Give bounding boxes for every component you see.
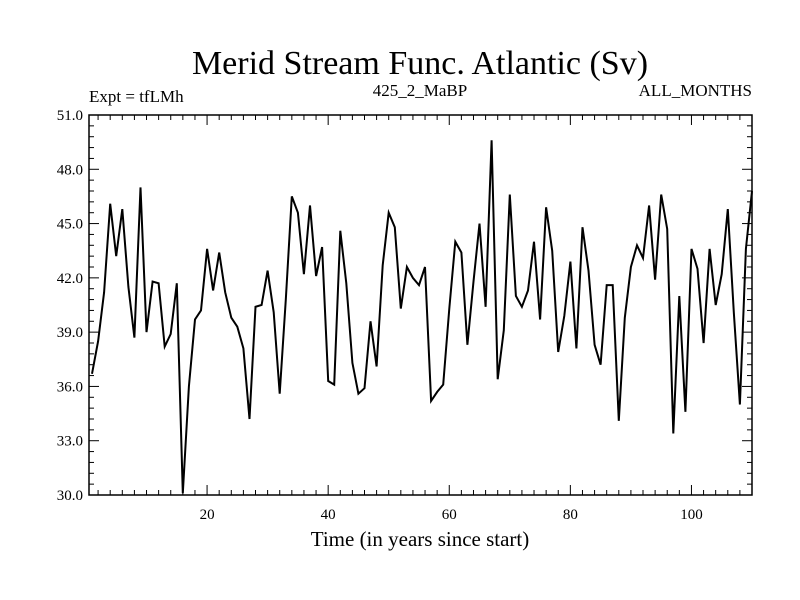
y-tick-label: 30.0: [57, 488, 83, 504]
x-tick-label: 40: [321, 507, 336, 523]
y-tick-label: 36.0: [57, 379, 83, 395]
chart-title: Merid Stream Func. Atlantic (Sv): [192, 45, 648, 82]
x-tick-label: 20: [200, 507, 215, 523]
y-tick-label: 51.0: [57, 108, 83, 124]
y-tick-label: 33.0: [57, 434, 83, 450]
y-tick-label: 48.0: [57, 162, 83, 178]
x-axis-label: Time (in years since start): [311, 527, 530, 551]
x-tick-label: 60: [442, 507, 457, 523]
months-label: ALL_MONTHS: [639, 81, 752, 100]
y-tick-label: 42.0: [57, 271, 83, 287]
experiment-label: Expt = tfLMh: [89, 87, 184, 106]
x-tick-label: 80: [563, 507, 578, 523]
y-tick-label: 45.0: [57, 217, 83, 233]
run-label: 425_2_MaBP: [373, 81, 467, 100]
axis-tick-labels: 20 40 60 80 100 30.0 33.0 36.0 39.0 42.0 45.0 48.0 5…: [57, 108, 703, 523]
y-tick-label: 39.0: [57, 325, 83, 341]
series-line: [91, 140, 753, 494]
x-tick-label: 100: [680, 507, 703, 523]
axis-ticks: [89, 114, 753, 496]
series-group: [91, 140, 753, 494]
plot-frame: [88, 114, 753, 496]
